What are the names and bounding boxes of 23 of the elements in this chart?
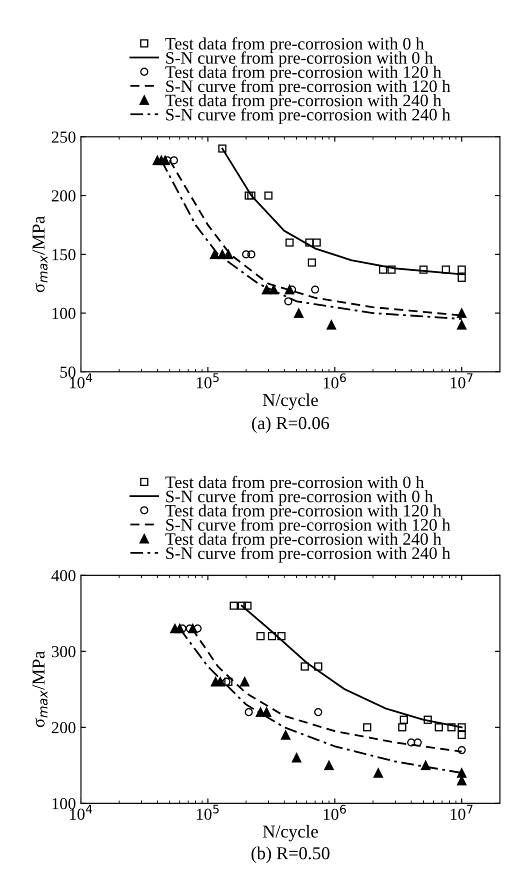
legend-label: S-N curve from pre-corrosion with 240 h	[166, 108, 450, 124]
text: (b) R=0.50	[252, 846, 330, 864]
y-tick-label: 100	[52, 308, 76, 320]
x-tick-label: 10$^{6}$	[324, 804, 346, 820]
y-tick-label: 150	[52, 249, 76, 260]
y-tick-label: 100	[52, 798, 76, 810]
x-axis-title: N/cycle	[262, 393, 318, 410]
x-tick-label: 10$^{5}$	[196, 804, 219, 820]
x-tick-label: 10$^{5}$	[196, 373, 219, 388]
y-axis-title: σ$_{max}$/MPa	[32, 651, 48, 728]
text: (a) R=0.06	[252, 416, 330, 433]
y-tick-label: 200	[52, 190, 76, 202]
y-tick-label: 50	[60, 366, 76, 378]
y-tick-label: 250	[52, 132, 76, 143]
x-tick-label: 10$^{6}$	[324, 373, 346, 389]
y-tick-label: 400	[51, 570, 76, 582]
x-tick-label: 10$^{7}$	[450, 804, 473, 820]
y-tick-label: 300	[52, 646, 76, 658]
legend-label: S-N curve from pre-corrosion with 240 h	[166, 546, 450, 563]
y-axis-title: σ$_{max}$/MPa	[32, 216, 48, 292]
x-tick-label: 10$^{7}$	[450, 373, 473, 388]
y-tick-label: 200	[52, 722, 76, 734]
x-axis-title: N/cycle	[262, 824, 318, 842]
